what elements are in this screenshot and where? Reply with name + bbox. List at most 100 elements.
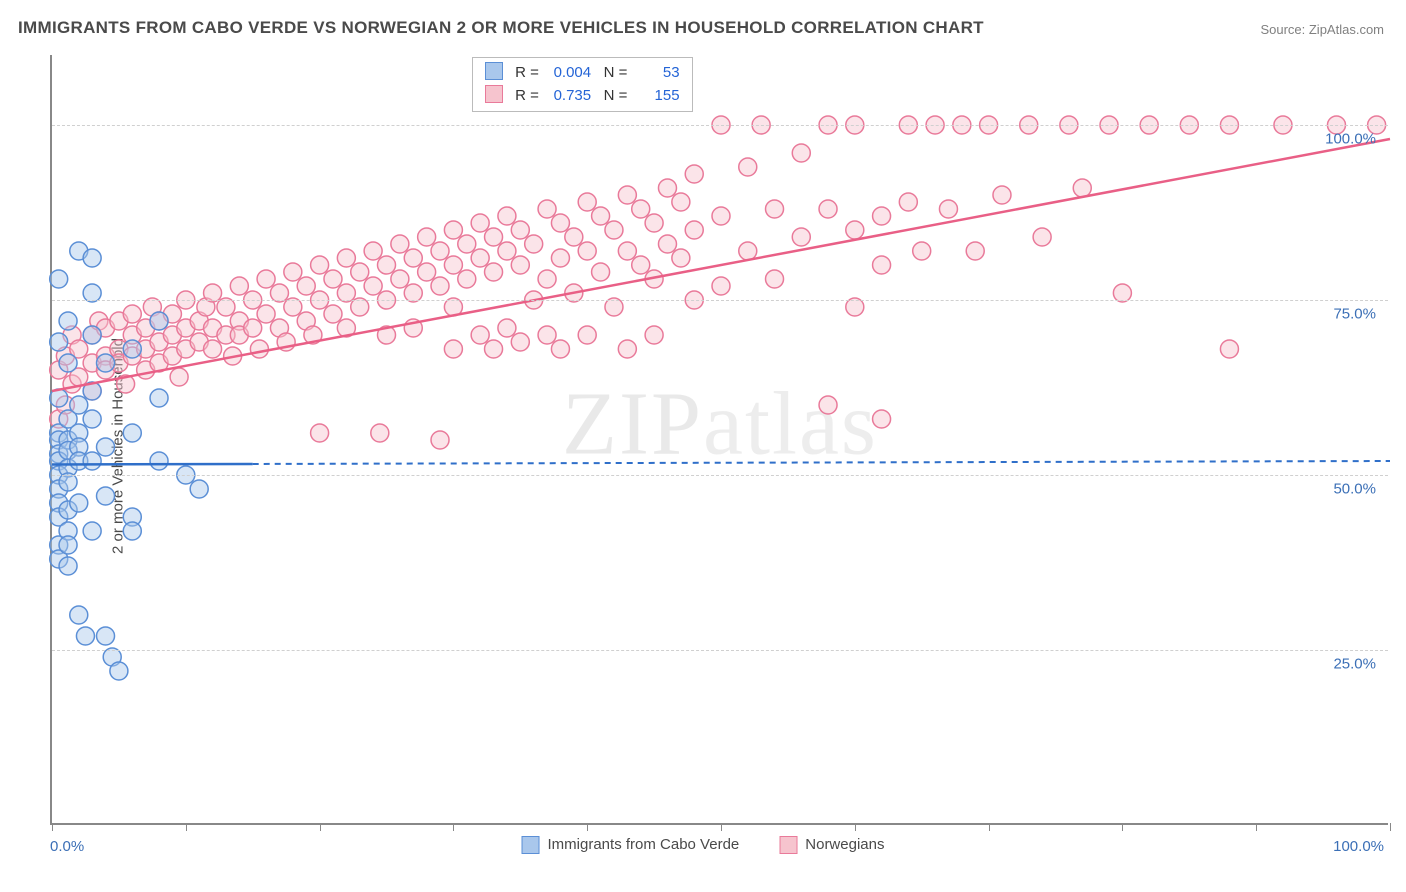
gridline — [52, 125, 1388, 126]
x-tick — [1122, 823, 1123, 831]
scatter-point — [311, 424, 329, 442]
scatter-point — [418, 228, 436, 246]
scatter-point — [59, 312, 77, 330]
swatch-pink — [485, 85, 503, 103]
scatter-point — [538, 326, 556, 344]
scatter-point — [364, 277, 382, 295]
scatter-point — [712, 277, 730, 295]
legend-bottom: Immigrants from Cabo Verde Norwegians — [522, 836, 885, 854]
scatter-point — [578, 242, 596, 260]
scatter-point — [244, 319, 262, 337]
scatter-point — [50, 270, 68, 288]
chart-title: IMMIGRANTS FROM CABO VERDE VS NORWEGIAN … — [18, 18, 984, 38]
source-label: Source: ZipAtlas.com — [1260, 22, 1384, 37]
scatter-point — [846, 221, 864, 239]
scatter-point — [632, 200, 650, 218]
stats-legend: R = 0.004 N = 53 R = 0.735 N = 155 — [472, 57, 693, 112]
scatter-point — [83, 326, 101, 344]
scatter-point — [672, 193, 690, 211]
scatter-point — [257, 305, 275, 323]
scatter-point — [645, 326, 663, 344]
scatter-point — [431, 431, 449, 449]
swatch-blue-icon — [522, 836, 540, 854]
scatter-point — [766, 270, 784, 288]
scatter-point — [578, 193, 596, 211]
scatter-point — [658, 235, 676, 253]
scatter-point — [551, 340, 569, 358]
scatter-point — [444, 221, 462, 239]
scatter-point — [966, 242, 984, 260]
gridline — [52, 475, 1388, 476]
scatter-point — [70, 606, 88, 624]
scatter-point — [150, 389, 168, 407]
trend-line-blue-dashed — [253, 461, 1390, 464]
scatter-point — [97, 487, 115, 505]
scatter-point — [364, 242, 382, 260]
scatter-point — [59, 557, 77, 575]
chart-svg — [52, 55, 1388, 823]
scatter-point — [511, 333, 529, 351]
scatter-point — [391, 270, 409, 288]
scatter-point — [83, 410, 101, 428]
scatter-point — [444, 340, 462, 358]
scatter-point — [873, 256, 891, 274]
scatter-point — [1220, 340, 1238, 358]
x-tick — [989, 823, 990, 831]
x-tick — [453, 823, 454, 831]
scatter-point — [645, 214, 663, 232]
scatter-point — [471, 249, 489, 267]
scatter-point — [739, 242, 757, 260]
x-tick — [721, 823, 722, 831]
stats-row-pink: R = 0.735 N = 155 — [485, 85, 680, 108]
scatter-point — [190, 480, 208, 498]
scatter-point — [123, 305, 141, 323]
scatter-point — [97, 438, 115, 456]
scatter-point — [939, 200, 957, 218]
scatter-point — [471, 214, 489, 232]
scatter-point — [538, 270, 556, 288]
scatter-point — [50, 333, 68, 351]
scatter-point — [618, 340, 636, 358]
scatter-point — [324, 305, 342, 323]
scatter-point — [485, 263, 503, 281]
scatter-point — [819, 200, 837, 218]
scatter-point — [592, 263, 610, 281]
legend-item-pink: Norwegians — [779, 836, 884, 854]
scatter-point — [551, 214, 569, 232]
x-tick — [1256, 823, 1257, 831]
scatter-point — [792, 228, 810, 246]
scatter-point — [766, 200, 784, 218]
scatter-point — [712, 207, 730, 225]
scatter-point — [418, 263, 436, 281]
scatter-point — [83, 522, 101, 540]
gridline — [52, 300, 1388, 301]
x-axis-min-label: 0.0% — [50, 838, 84, 855]
x-tick — [320, 823, 321, 831]
scatter-point — [250, 340, 268, 358]
scatter-point — [150, 312, 168, 330]
scatter-point — [618, 186, 636, 204]
scatter-point — [485, 228, 503, 246]
y-tick-label: 100.0% — [1325, 131, 1376, 148]
scatter-point — [498, 319, 516, 337]
scatter-point — [257, 270, 275, 288]
scatter-point — [337, 249, 355, 267]
scatter-point — [204, 340, 222, 358]
stats-row-blue: R = 0.004 N = 53 — [485, 62, 680, 85]
scatter-point — [123, 424, 141, 442]
trend-line-pink — [52, 139, 1390, 391]
scatter-point — [123, 522, 141, 540]
scatter-point — [632, 256, 650, 274]
scatter-point — [391, 235, 409, 253]
scatter-point — [913, 242, 931, 260]
x-tick — [587, 823, 588, 831]
x-tick — [1390, 823, 1391, 831]
scatter-point — [59, 536, 77, 554]
scatter-point — [378, 256, 396, 274]
scatter-point — [431, 242, 449, 260]
x-tick — [855, 823, 856, 831]
scatter-point — [498, 207, 516, 225]
scatter-point — [59, 354, 77, 372]
scatter-point — [123, 340, 141, 358]
scatter-point — [471, 326, 489, 344]
